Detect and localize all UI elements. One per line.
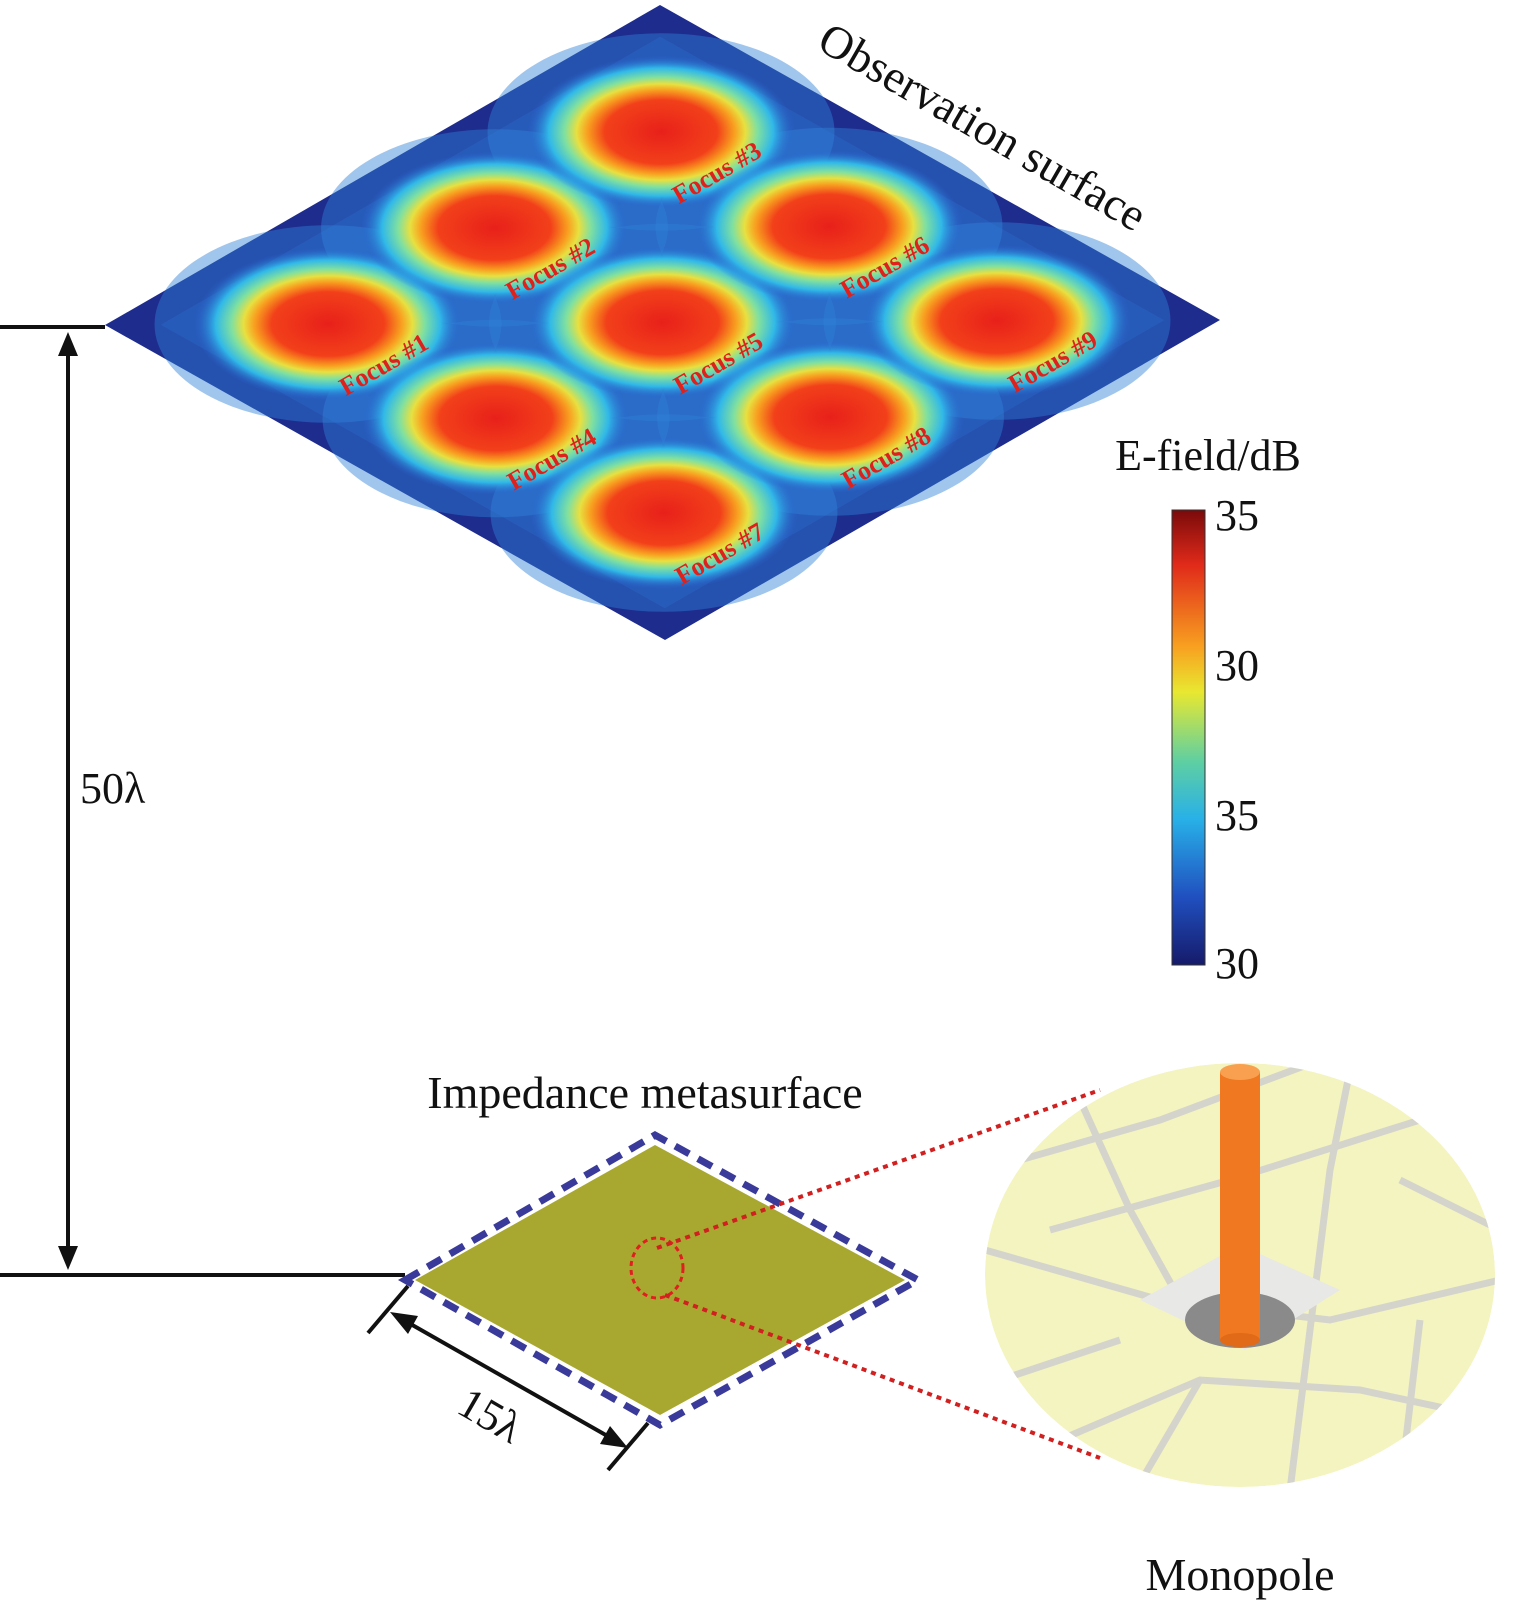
focus-spot <box>862 244 1132 398</box>
zoom-lines <box>656 1088 1101 1460</box>
focus-spot <box>360 151 629 305</box>
height-label: 50λ <box>80 764 146 813</box>
zoom-marker <box>629 1236 685 1300</box>
height-dimension <box>0 325 405 1277</box>
focus-spot <box>528 246 797 399</box>
colorbar-title: E-field/dB <box>1115 431 1301 480</box>
focus-spot <box>361 342 631 495</box>
colorbar-tick: 30 <box>1215 939 1259 988</box>
focus-spot <box>529 436 799 590</box>
metasurface-outline <box>397 1130 926 1430</box>
metasurface <box>415 1145 905 1415</box>
focus-spot <box>193 247 463 401</box>
colorbar-tick: 30 <box>1215 641 1259 690</box>
size-dimension <box>366 1284 650 1472</box>
colorbar-tick: 35 <box>1215 791 1259 840</box>
zoom-view <box>985 1063 1495 1487</box>
size-label: 15λ <box>450 1378 532 1453</box>
colorbar <box>1171 509 1206 966</box>
observation-surface <box>105 4 1221 641</box>
metasurface-label: Impedance metasurface <box>427 1067 862 1118</box>
focus-spot <box>694 150 964 303</box>
focus-spot <box>696 340 965 494</box>
focus-spot <box>526 55 796 209</box>
monopole-label: Monopole <box>1145 1549 1334 1600</box>
colorbar-tick: 35 <box>1215 491 1259 540</box>
